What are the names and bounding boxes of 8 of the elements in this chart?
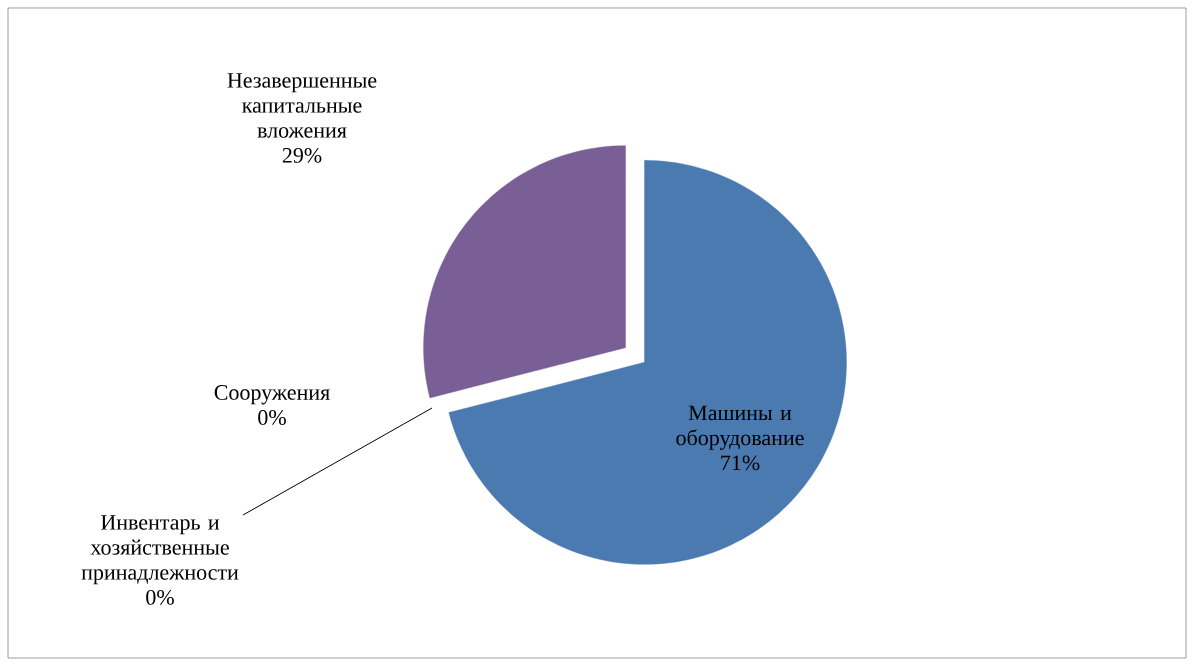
- category-label: Сооружения: [214, 385, 330, 405]
- text: 0%: [258, 410, 286, 425]
- text: 0%: [146, 589, 174, 605]
- slice-label: Незавершенные капитальные вложения: [227, 73, 377, 138]
- data-label: 29%: [282, 147, 322, 163]
- slice-label: Машины и оборудование: [676, 405, 804, 450]
- category-label: Инвентарь и хозяйственные принадлежности: [81, 515, 239, 585]
- data-label: 71%: [721, 455, 760, 471]
